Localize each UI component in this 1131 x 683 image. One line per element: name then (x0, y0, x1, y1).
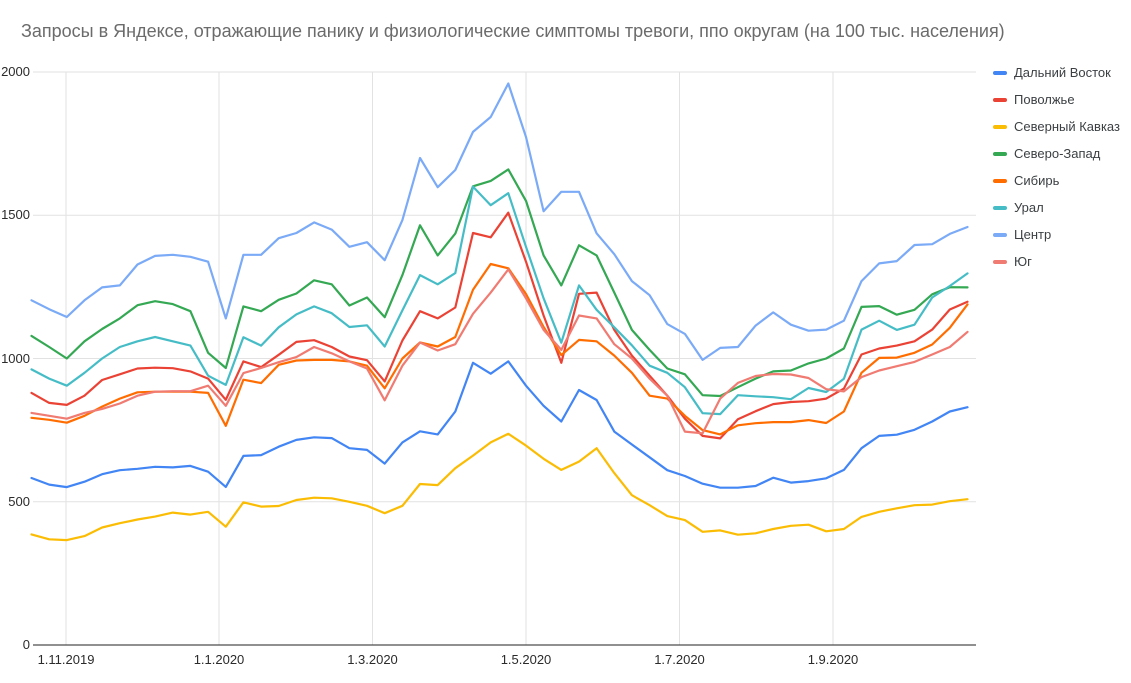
x-axis-tick-label: 1.7.2020 (654, 652, 705, 667)
legend-swatch-icon (993, 97, 1007, 102)
legend-item-0: Дальний Восток (993, 59, 1128, 86)
x-axis-tick-label: 1.5.2020 (500, 652, 552, 667)
legend-item-4: Сибирь (993, 167, 1128, 194)
series-line-4-сибирь (30, 262, 969, 436)
legend-item-6: Центр (993, 221, 1128, 248)
series-line-7-юг (30, 268, 969, 435)
legend-item-3: Северо-Запад (993, 140, 1128, 167)
x-axis-tick-label: 1.3.2020 (347, 652, 398, 667)
legend-swatch-icon (993, 151, 1007, 156)
y-axis-tick-label: 0 (22, 637, 30, 652)
series-line-6-центр (30, 82, 969, 361)
x-axis-tick-label: 1.11.2019 (37, 652, 95, 667)
series-line-5-урал (30, 185, 969, 416)
series-line-3-северо-запад (30, 168, 969, 398)
legend-item-1: Поволжье (993, 86, 1128, 113)
series-line-1-поволжье (30, 211, 969, 440)
series-line-0-дальний-восток (30, 360, 969, 489)
x-axis-tick-label: 1.9.2020 (807, 652, 859, 667)
legend-label: Юг (1014, 254, 1032, 269)
legend-label: Дальний Восток (1014, 65, 1111, 80)
legend-item-5: Урал (993, 194, 1128, 221)
legend-label: Урал (1014, 200, 1044, 215)
legend-swatch-icon (993, 259, 1007, 264)
legend: Дальний Восток Поволжье Северный Кавказ Сев… (993, 59, 1128, 275)
chart-title: Запросы в Яндексе, отражающие панику и ф… (21, 21, 1005, 41)
legend-label: Центр (1014, 227, 1052, 242)
legend-swatch-icon (993, 232, 1007, 237)
legend-item-2: Северный Кавказ (993, 113, 1128, 140)
x-axis-tick-label: 1.1.2020 (193, 652, 245, 667)
legend-item-7: Юг (993, 248, 1128, 275)
y-axis-tick-label: 1500 (1, 207, 30, 223)
y-axis-tick-label: 1000 (1, 350, 30, 366)
legend-label: Сибирь (1014, 173, 1060, 188)
legend-swatch-icon (993, 205, 1007, 210)
legend-swatch-icon (993, 178, 1007, 183)
legend-label: Северо-Запад (1014, 146, 1101, 161)
series-line-2-северный-кавказ (30, 432, 969, 542)
legend-label: Северный Кавказ (1014, 119, 1120, 134)
y-axis-tick-label: 2000 (1, 64, 30, 79)
legend-swatch-icon (993, 70, 1007, 75)
legend-swatch-icon (993, 124, 1007, 129)
legend-label: Поволжье (1014, 92, 1075, 107)
y-axis-tick-label: 500 (8, 493, 30, 509)
